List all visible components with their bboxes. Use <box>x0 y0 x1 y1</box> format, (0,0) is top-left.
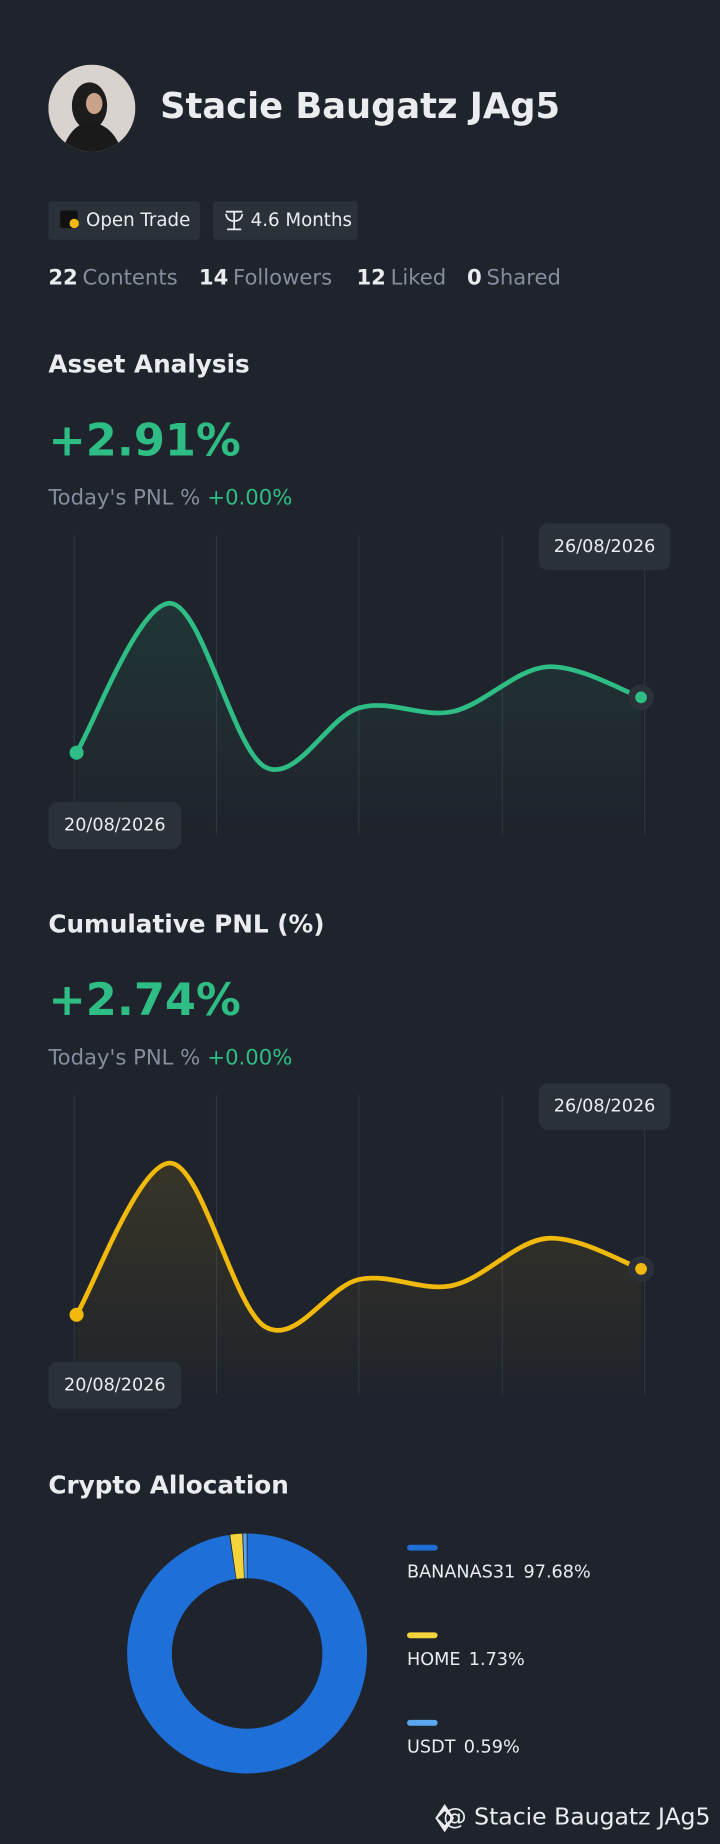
line <box>74 1160 642 1333</box>
stat: 22 Contents <box>48 265 177 290</box>
legend-swatch <box>407 1719 438 1726</box>
footer: @ Stacie Baugatz JAg5 <box>443 1803 710 1831</box>
badge-label: 4.6 Months <box>251 210 352 231</box>
tooltip <box>48 1361 182 1409</box>
today-pnl-label: Today's PNL % <box>47 1044 200 1069</box>
donut-segment <box>230 1533 245 1580</box>
stat-label: Liked <box>391 265 447 290</box>
asset-analysis: Asset Analysis +2.91% Today's PNL % +0.00% 2… <box>47 350 671 850</box>
line <box>74 600 642 772</box>
user-name: Stacie Baugatz JAg5 <box>160 86 560 127</box>
pnl-value: +2.74% <box>48 974 240 1026</box>
stat-count: 0 <box>467 265 482 290</box>
stat: 14 Followers <box>199 265 332 290</box>
tooltip <box>538 523 671 571</box>
area <box>76 603 642 835</box>
pnl-value: +2.91% <box>48 414 240 466</box>
stat-label: Shared <box>486 265 560 290</box>
legend-value: 1.73% <box>469 1650 525 1670</box>
today-pnl-value: +0.00% <box>207 485 292 510</box>
badge-icon <box>225 210 244 231</box>
legend-label: USDT <box>407 1738 456 1758</box>
start-date: 20/08/2026 <box>64 816 166 836</box>
section-title: Crypto Allocation <box>48 1470 289 1499</box>
end-point <box>635 1263 647 1275</box>
allocation-chart: BANANAS31 97.68% HOME 1.73% USDT 0.59% <box>127 1533 591 1774</box>
start-point <box>69 1307 84 1322</box>
legend-entry: HOME 1.73% <box>407 1650 525 1670</box>
area <box>76 1163 642 1395</box>
stats: 22 Contents 14 Followers 12 Liked 0 Shared <box>48 265 561 290</box>
end-date: 26/08/2026 <box>554 537 656 557</box>
badge <box>48 201 201 240</box>
cumulative-pnl: Cumulative PNL (%) +2.74% Today's PNL % +0.… <box>47 910 671 1409</box>
section-title: Cumulative PNL (%) <box>48 910 324 939</box>
legend-label: BANANAS31 <box>407 1562 515 1582</box>
section-title: Asset Analysis <box>48 350 249 379</box>
today-pnl-label: Today's PNL % <box>47 485 200 510</box>
avatar[interactable] <box>48 64 136 153</box>
legend-swatch <box>407 1632 438 1639</box>
tooltip <box>48 802 182 850</box>
tooltip <box>538 1083 671 1131</box>
logo <box>435 1804 455 1833</box>
end-point <box>635 691 647 704</box>
legend-entry: USDT 0.59% <box>407 1738 520 1758</box>
donut-segment <box>127 1533 368 1774</box>
stat-count: 22 <box>48 265 77 290</box>
stat-label: Contents <box>83 265 178 290</box>
stat-label: Followers <box>233 265 332 290</box>
legend-value: 97.68% <box>524 1562 591 1582</box>
end-date: 26/08/2026 <box>554 1097 656 1117</box>
today-pnl: Today's PNL % +0.00% <box>47 485 292 510</box>
legend-value: 0.59% <box>464 1738 520 1758</box>
legend-label: HOME <box>407 1650 460 1670</box>
start-point <box>69 745 84 760</box>
stat: 0 Shared <box>467 265 561 290</box>
badge-label: Open Trade <box>86 210 190 231</box>
stat: 12 Liked <box>356 265 446 290</box>
legend-swatch <box>407 1544 438 1551</box>
badge-icon-dot <box>69 218 79 229</box>
badge <box>212 201 358 240</box>
stat-count: 12 <box>356 265 385 290</box>
today-pnl-value: +0.00% <box>207 1044 292 1069</box>
start-date: 20/08/2026 <box>64 1375 166 1395</box>
today-pnl: Today's PNL % +0.00% <box>47 1044 292 1069</box>
legend-entry: BANANAS31 97.68% <box>407 1562 591 1582</box>
stat-count: 14 <box>199 265 228 290</box>
